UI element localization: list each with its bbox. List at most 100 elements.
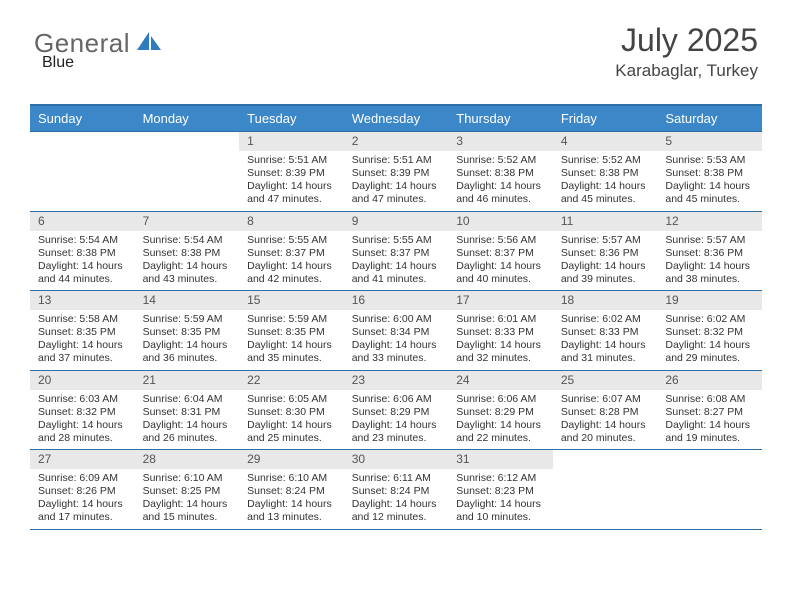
- page-title: July 2025: [615, 22, 758, 59]
- day-number: 12: [657, 212, 762, 231]
- calendar-body: 1Sunrise: 5:51 AMSunset: 8:39 PMDaylight…: [30, 132, 762, 530]
- brand-sail-icon: [132, 30, 164, 57]
- weekday-header: Thursday: [448, 105, 553, 132]
- day-details: Sunrise: 6:10 AMSunset: 8:25 PMDaylight:…: [135, 469, 240, 529]
- calendar-day-cell: 24Sunrise: 6:06 AMSunset: 8:29 PMDayligh…: [448, 370, 553, 450]
- calendar-week-row: 6Sunrise: 5:54 AMSunset: 8:38 PMDaylight…: [30, 211, 762, 291]
- day-number: 20: [30, 371, 135, 390]
- day-number: 25: [553, 371, 658, 390]
- calendar-day-cell: 29Sunrise: 6:10 AMSunset: 8:24 PMDayligh…: [239, 450, 344, 530]
- calendar-page: General Blue July 2025 Karabaglar, Turke…: [0, 0, 792, 612]
- day-details: Sunrise: 6:01 AMSunset: 8:33 PMDaylight:…: [448, 310, 553, 370]
- day-details: Sunrise: 5:55 AMSunset: 8:37 PMDaylight:…: [239, 231, 344, 291]
- day-details: Sunrise: 6:04 AMSunset: 8:31 PMDaylight:…: [135, 390, 240, 450]
- calendar-day-cell: 13Sunrise: 5:58 AMSunset: 8:35 PMDayligh…: [30, 291, 135, 371]
- brand-text-2-wrap: Blue: [42, 54, 74, 72]
- day-number: 10: [448, 212, 553, 231]
- calendar-day-cell: 8Sunrise: 5:55 AMSunset: 8:37 PMDaylight…: [239, 211, 344, 291]
- day-details: Sunrise: 5:57 AMSunset: 8:36 PMDaylight:…: [657, 231, 762, 291]
- calendar-day-cell: 4Sunrise: 5:52 AMSunset: 8:38 PMDaylight…: [553, 132, 658, 212]
- day-details: Sunrise: 6:02 AMSunset: 8:32 PMDaylight:…: [657, 310, 762, 370]
- day-number: 7: [135, 212, 240, 231]
- day-details: Sunrise: 5:56 AMSunset: 8:37 PMDaylight:…: [448, 231, 553, 291]
- day-details: Sunrise: 5:51 AMSunset: 8:39 PMDaylight:…: [239, 151, 344, 211]
- day-number: 31: [448, 450, 553, 469]
- day-details: Sunrise: 6:02 AMSunset: 8:33 PMDaylight:…: [553, 310, 658, 370]
- calendar-day-cell: 25Sunrise: 6:07 AMSunset: 8:28 PMDayligh…: [553, 370, 658, 450]
- day-number: 6: [30, 212, 135, 231]
- day-details: Sunrise: 6:11 AMSunset: 8:24 PMDaylight:…: [344, 469, 449, 529]
- day-details: Sunrise: 6:03 AMSunset: 8:32 PMDaylight:…: [30, 390, 135, 450]
- day-details: Sunrise: 6:08 AMSunset: 8:27 PMDaylight:…: [657, 390, 762, 450]
- calendar-week-row: 27Sunrise: 6:09 AMSunset: 8:26 PMDayligh…: [30, 450, 762, 530]
- weekday-header-row: SundayMondayTuesdayWednesdayThursdayFrid…: [30, 105, 762, 132]
- day-details: Sunrise: 5:59 AMSunset: 8:35 PMDaylight:…: [239, 310, 344, 370]
- weekday-header: Wednesday: [344, 105, 449, 132]
- day-details: Sunrise: 6:05 AMSunset: 8:30 PMDaylight:…: [239, 390, 344, 450]
- day-number: 2: [344, 132, 449, 151]
- day-number: 28: [135, 450, 240, 469]
- day-details: Sunrise: 5:54 AMSunset: 8:38 PMDaylight:…: [135, 231, 240, 291]
- day-details: Sunrise: 5:54 AMSunset: 8:38 PMDaylight:…: [30, 231, 135, 291]
- weekday-header: Friday: [553, 105, 658, 132]
- weekday-header: Saturday: [657, 105, 762, 132]
- calendar-day-cell: 12Sunrise: 5:57 AMSunset: 8:36 PMDayligh…: [657, 211, 762, 291]
- location-label: Karabaglar, Turkey: [615, 61, 758, 81]
- calendar-table: SundayMondayTuesdayWednesdayThursdayFrid…: [30, 104, 762, 530]
- calendar-week-row: 1Sunrise: 5:51 AMSunset: 8:39 PMDaylight…: [30, 132, 762, 212]
- day-details: Sunrise: 5:53 AMSunset: 8:38 PMDaylight:…: [657, 151, 762, 211]
- calendar-day-cell: 26Sunrise: 6:08 AMSunset: 8:27 PMDayligh…: [657, 370, 762, 450]
- day-number: 30: [344, 450, 449, 469]
- day-number: 14: [135, 291, 240, 310]
- day-details: Sunrise: 5:58 AMSunset: 8:35 PMDaylight:…: [30, 310, 135, 370]
- calendar-day-cell: 16Sunrise: 6:00 AMSunset: 8:34 PMDayligh…: [344, 291, 449, 371]
- day-details: Sunrise: 6:09 AMSunset: 8:26 PMDaylight:…: [30, 469, 135, 529]
- day-number: 23: [344, 371, 449, 390]
- day-number: 19: [657, 291, 762, 310]
- day-number: 18: [553, 291, 658, 310]
- calendar-day-cell: 7Sunrise: 5:54 AMSunset: 8:38 PMDaylight…: [135, 211, 240, 291]
- calendar-day-cell: 15Sunrise: 5:59 AMSunset: 8:35 PMDayligh…: [239, 291, 344, 371]
- calendar-day-cell: 6Sunrise: 5:54 AMSunset: 8:38 PMDaylight…: [30, 211, 135, 291]
- calendar-day-cell: 30Sunrise: 6:11 AMSunset: 8:24 PMDayligh…: [344, 450, 449, 530]
- calendar-day-cell: 5Sunrise: 5:53 AMSunset: 8:38 PMDaylight…: [657, 132, 762, 212]
- day-number: 11: [553, 212, 658, 231]
- day-number: 8: [239, 212, 344, 231]
- calendar-day-cell: 3Sunrise: 5:52 AMSunset: 8:38 PMDaylight…: [448, 132, 553, 212]
- day-details: Sunrise: 5:52 AMSunset: 8:38 PMDaylight:…: [448, 151, 553, 211]
- day-number: 3: [448, 132, 553, 151]
- calendar-day-cell: 31Sunrise: 6:12 AMSunset: 8:23 PMDayligh…: [448, 450, 553, 530]
- day-number: 15: [239, 291, 344, 310]
- day-number: 21: [135, 371, 240, 390]
- calendar-day-cell: 20Sunrise: 6:03 AMSunset: 8:32 PMDayligh…: [30, 370, 135, 450]
- weekday-header: Tuesday: [239, 105, 344, 132]
- day-details: Sunrise: 6:06 AMSunset: 8:29 PMDaylight:…: [344, 390, 449, 450]
- calendar-day-cell: 11Sunrise: 5:57 AMSunset: 8:36 PMDayligh…: [553, 211, 658, 291]
- day-number: 16: [344, 291, 449, 310]
- calendar-week-row: 20Sunrise: 6:03 AMSunset: 8:32 PMDayligh…: [30, 370, 762, 450]
- calendar-day-cell: 19Sunrise: 6:02 AMSunset: 8:32 PMDayligh…: [657, 291, 762, 371]
- brand-text-2: Blue: [42, 54, 74, 71]
- day-details: Sunrise: 6:07 AMSunset: 8:28 PMDaylight:…: [553, 390, 658, 450]
- day-number: 29: [239, 450, 344, 469]
- day-number: 17: [448, 291, 553, 310]
- day-number: 27: [30, 450, 135, 469]
- day-details: Sunrise: 5:59 AMSunset: 8:35 PMDaylight:…: [135, 310, 240, 370]
- day-details: Sunrise: 5:51 AMSunset: 8:39 PMDaylight:…: [344, 151, 449, 211]
- day-number: 9: [344, 212, 449, 231]
- day-number: 22: [239, 371, 344, 390]
- day-number: 24: [448, 371, 553, 390]
- calendar-day-cell: 28Sunrise: 6:10 AMSunset: 8:25 PMDayligh…: [135, 450, 240, 530]
- day-details: Sunrise: 5:52 AMSunset: 8:38 PMDaylight:…: [553, 151, 658, 211]
- calendar-empty-cell: [553, 450, 658, 530]
- calendar-day-cell: 14Sunrise: 5:59 AMSunset: 8:35 PMDayligh…: [135, 291, 240, 371]
- weekday-header: Sunday: [30, 105, 135, 132]
- calendar-day-cell: 23Sunrise: 6:06 AMSunset: 8:29 PMDayligh…: [344, 370, 449, 450]
- day-number: 5: [657, 132, 762, 151]
- weekday-header: Monday: [135, 105, 240, 132]
- calendar-day-cell: 22Sunrise: 6:05 AMSunset: 8:30 PMDayligh…: [239, 370, 344, 450]
- day-number: 1: [239, 132, 344, 151]
- day-number: 26: [657, 371, 762, 390]
- day-details: Sunrise: 6:10 AMSunset: 8:24 PMDaylight:…: [239, 469, 344, 529]
- calendar-day-cell: 27Sunrise: 6:09 AMSunset: 8:26 PMDayligh…: [30, 450, 135, 530]
